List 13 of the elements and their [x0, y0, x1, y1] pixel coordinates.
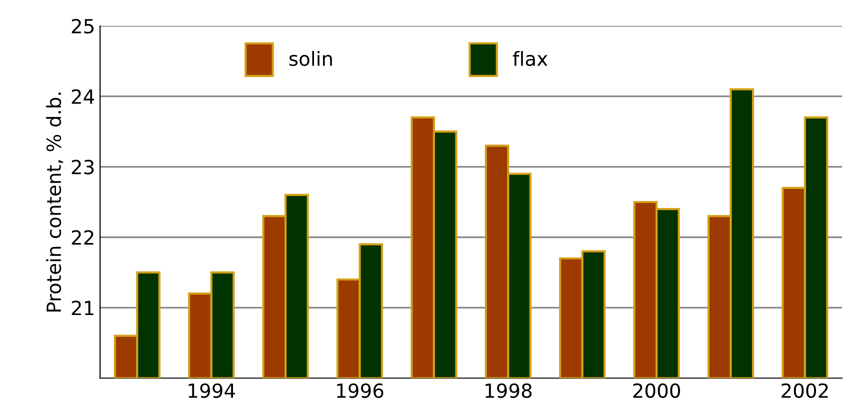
x-tick-label: 1998 — [486, 383, 532, 398]
y-tick-label: 25 — [72, 18, 94, 34]
x-tick-label: 1996 — [337, 383, 384, 398]
legend-label: solin — [289, 50, 332, 66]
x-tick-label: 1994 — [188, 383, 236, 398]
x-tick-label: 2000 — [633, 383, 680, 398]
y-tick-label: 24 — [72, 89, 94, 104]
y-tick-label: 23 — [72, 160, 94, 174]
legend-label: flax — [512, 50, 548, 66]
y-tick-label: 22 — [72, 230, 94, 245]
y-axis-title: Protein content, % d.b. — [46, 92, 64, 312]
x-tick-label: 2002 — [782, 383, 828, 398]
y-tick-label: 21 — [72, 300, 94, 316]
